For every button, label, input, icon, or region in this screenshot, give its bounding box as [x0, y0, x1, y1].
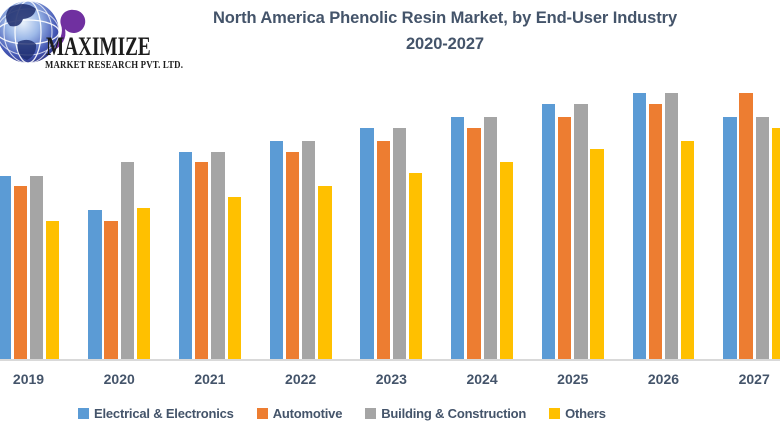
x-tick-2025: 2025 [557, 371, 589, 387]
bar-2020-series0 [88, 210, 102, 360]
bar-2022-series1 [285, 151, 300, 360]
legend-label-1: Automotive [272, 405, 343, 421]
bar-2022-series2 [302, 141, 316, 360]
bar-2027-series1 [739, 93, 753, 360]
bar-2027-series2 [755, 117, 769, 360]
x-tick-2026: 2026 [647, 371, 680, 387]
bar-2023-series3 [408, 173, 423, 360]
x-tick-2027: 2027 [738, 371, 770, 387]
brand-name: MAXIMIZE [46, 32, 151, 61]
bar-2022-series3 [318, 186, 332, 360]
legend-item-3: Others [549, 406, 606, 421]
x-tick-2022: 2022 [285, 371, 317, 387]
legend-swatch-icon [256, 407, 268, 419]
bar-2023-series0 [360, 127, 374, 360]
legend-label-3: Others [565, 405, 606, 421]
bar-2026-series3 [681, 141, 695, 360]
bar-2027-series3 [771, 127, 780, 360]
bar-2027-series0 [723, 117, 737, 360]
bar-2019-series3 [46, 221, 60, 360]
bar-2019-series0 [0, 175, 11, 360]
chart-title-line1: North America Phenolic Resin Market, by … [212, 9, 678, 27]
x-axis-labels: 2019 2020 2021 2022 2023 2024 2025 2026 2027 [0, 371, 780, 389]
bar-2023-series1 [376, 141, 390, 360]
x-tick-2020: 2020 [103, 371, 135, 387]
globe-icon [0, 0, 86, 64]
bar-2020-series3 [136, 207, 151, 360]
legend-swatch-icon [549, 407, 561, 419]
bar-2022-series0 [269, 141, 283, 360]
legend-swatch-icon [78, 407, 89, 419]
x-tick-2019: 2019 [12, 371, 45, 387]
x-axis-line [0, 359, 780, 361]
bar-2019-series1 [13, 186, 28, 360]
brand-subtitle: MARKET RESEARCH PVT. LTD. [45, 60, 184, 71]
legend-label-2: Building & Construction [381, 405, 527, 421]
bar-2021-series1 [195, 162, 209, 360]
bar-2021-series2 [211, 151, 225, 360]
bar-2026-series1 [648, 103, 663, 360]
legend-label-0: Electrical & Electronics [94, 405, 234, 421]
bar-2024-series2 [483, 117, 497, 360]
bar-2021-series0 [178, 151, 193, 360]
bar-2024-series3 [499, 162, 513, 360]
chart-title: North America Phenolic Resin Market, by … [140, 5, 750, 57]
company-logo: MAXIMIZE MARKET RESEARCH PVT. LTD. [0, 0, 190, 80]
plot-area [0, 93, 780, 360]
x-tick-2021: 2021 [194, 371, 226, 387]
bar-2020-series1 [104, 221, 118, 360]
bar-2025-series1 [558, 117, 572, 360]
bar-2024-series1 [467, 127, 481, 360]
x-tick-2024: 2024 [466, 371, 498, 387]
legend-item-0: Electrical & Electronics [78, 406, 234, 421]
bar-2025-series3 [590, 149, 604, 360]
bar-2019-series2 [29, 175, 44, 360]
legend-item-1: Automotive [256, 405, 343, 421]
legend-item-2: Building & Construction [365, 406, 526, 421]
bar-2026-series2 [664, 93, 679, 360]
bar-2025-series2 [574, 103, 588, 360]
legend-swatch-icon [365, 407, 377, 419]
bar-2025-series0 [541, 103, 556, 360]
bar-2020-series2 [120, 162, 134, 360]
chart-title-line2: 2020-2027 [405, 35, 484, 53]
chart-legend: Electrical & Electronics Automotive Buildi… [78, 403, 606, 423]
bar-2024-series0 [451, 117, 465, 360]
x-tick-2023: 2023 [375, 371, 407, 387]
bar-2021-series3 [227, 197, 241, 360]
bar-2026-series0 [632, 93, 646, 360]
bar-2023-series2 [392, 127, 407, 360]
